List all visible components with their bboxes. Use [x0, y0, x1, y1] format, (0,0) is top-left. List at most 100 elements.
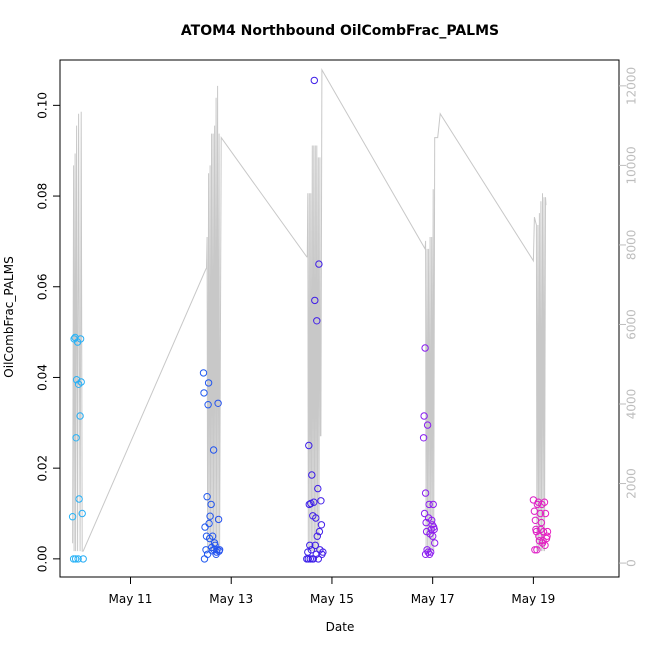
data-point	[74, 380, 83, 388]
data-point	[429, 500, 437, 509]
y-tick-label: 0.02	[35, 455, 49, 482]
data-point	[209, 446, 218, 454]
data-point	[430, 525, 438, 534]
data-point	[315, 260, 323, 268]
data-point	[71, 555, 80, 563]
altitude-line	[72, 68, 547, 552]
right-axis-tick-label: 12000	[624, 67, 638, 105]
data-point	[306, 555, 314, 563]
right-axis-tick-label: 2000	[625, 468, 639, 499]
data-point	[79, 555, 87, 563]
right-axis: 0 2000 4000 6000 8000 10000 12000	[619, 67, 639, 567]
x-tick-label: May 11	[109, 592, 153, 606]
x-tick-label: May 17	[411, 592, 455, 606]
x-tick-label: May 13	[209, 592, 253, 606]
data-point	[421, 550, 430, 558]
right-axis-tick-label: 6000	[624, 309, 638, 340]
x-axis: May 11 May 13 May 15 May 17 May 19	[109, 576, 555, 606]
y-tick-label: 0.10	[35, 92, 49, 119]
data-point	[419, 434, 428, 442]
x-tick-label: May 15	[310, 592, 354, 606]
y-tick-label: 0.08	[35, 183, 49, 210]
data-point	[317, 497, 325, 505]
x-axis-label: Date	[326, 620, 355, 634]
data-point	[76, 335, 85, 343]
data-point	[201, 523, 209, 531]
data-point	[313, 532, 321, 540]
data-point	[305, 500, 313, 509]
x-tick-label: May 19	[511, 592, 555, 606]
data-point	[429, 532, 437, 540]
data-point	[305, 441, 313, 450]
data-point	[428, 516, 436, 524]
y-tick-label: 0.00	[35, 546, 49, 573]
data-point	[420, 509, 429, 518]
data-point	[535, 532, 543, 540]
right-axis-tick-label: 10000	[624, 146, 638, 184]
data-point	[421, 489, 430, 497]
data-point	[206, 512, 214, 520]
chart-title: ATOM4 Northbound OilCombFrac_PALMS	[181, 23, 499, 39]
data-point	[311, 541, 319, 549]
data-point	[214, 399, 222, 407]
data-point	[532, 525, 540, 534]
data-point	[310, 76, 318, 85]
data-point	[74, 555, 82, 563]
data-point	[200, 389, 208, 397]
data-point	[304, 555, 312, 563]
data-point	[307, 546, 315, 554]
data-points-layer	[68, 76, 552, 563]
data-point	[319, 548, 327, 556]
data-point	[314, 484, 322, 493]
data-point	[204, 379, 213, 387]
data-point	[215, 547, 223, 555]
data-point	[214, 515, 223, 524]
data-point	[311, 296, 319, 305]
data-point	[315, 527, 324, 536]
data-point	[427, 525, 435, 534]
data-point	[312, 550, 320, 558]
plot-frame	[59, 59, 620, 578]
data-point	[199, 369, 208, 377]
data-point	[313, 317, 321, 325]
data-point	[541, 541, 549, 549]
data-point	[75, 495, 83, 503]
data-point	[423, 421, 432, 429]
data-point	[202, 532, 211, 540]
right-axis-tick-label: 0	[624, 559, 638, 567]
data-point	[306, 541, 314, 549]
y-axis-label: OilCombFrac_PALMS	[2, 256, 16, 377]
data-point	[310, 498, 318, 506]
data-point	[314, 555, 322, 563]
data-point	[205, 519, 213, 528]
data-point	[77, 378, 85, 386]
data-point	[537, 525, 545, 534]
data-point	[200, 555, 209, 563]
data-point	[428, 521, 436, 529]
data-point	[425, 500, 433, 509]
data-point	[541, 509, 550, 518]
data-point	[312, 514, 320, 522]
data-point	[210, 539, 219, 547]
data-point	[531, 546, 539, 554]
data-point	[426, 530, 434, 538]
right-axis-tick-label: 4000	[625, 389, 639, 420]
altitude-line-layer	[72, 68, 547, 552]
y-axis: 0.00 0.02 0.04 0.06 0.08 0.10	[35, 92, 60, 572]
data-point	[539, 537, 547, 545]
y-tick-label: 0.06	[35, 273, 49, 300]
data-point	[424, 548, 432, 556]
data-point	[76, 412, 84, 420]
data-point	[431, 539, 439, 547]
data-point	[72, 434, 80, 442]
data-point	[308, 471, 316, 479]
data-point	[72, 376, 81, 384]
data-point	[204, 401, 212, 409]
data-point	[203, 493, 211, 501]
right-axis-tick-label: 8000	[625, 230, 639, 261]
data-point	[421, 344, 429, 352]
data-point	[317, 521, 326, 529]
y-tick-label: 0.04	[35, 364, 49, 391]
data-point	[536, 509, 545, 518]
